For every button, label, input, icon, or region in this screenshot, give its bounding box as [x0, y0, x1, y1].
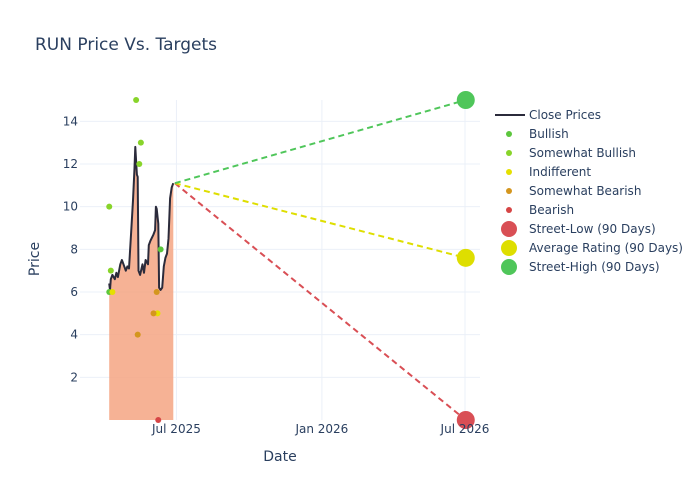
bullish-rating-point [157, 246, 164, 253]
somewhat-bearish-rating-point [150, 310, 157, 317]
y-tick-label: 8 [70, 242, 78, 256]
x-tick-label: Jul 2026 [440, 422, 490, 436]
legend-rating-swatch [506, 131, 512, 137]
indifferent-rating-point [109, 289, 116, 295]
legend-label: Average Rating (90 Days) [529, 241, 683, 255]
street-high-90-days-target-line [174, 99, 467, 185]
x-tick-label: Jan 2026 [294, 422, 348, 436]
bearish-rating-point [155, 417, 162, 423]
somewhat-bearish-rating-point [153, 289, 160, 295]
legend-label: Close Prices [529, 108, 601, 122]
legend-rating-swatch [506, 169, 512, 175]
y-tick-label: 6 [70, 285, 78, 299]
somewhat-bullish-rating-point [133, 97, 140, 103]
y-tick-label: 10 [63, 200, 78, 214]
tick-layer: 2 4 6 8 10 12 14 Jul 2025 Jan 2026 Jul 2026 [63, 114, 490, 436]
average-rating-90-days-target-line [174, 182, 467, 259]
legend-label: Bullish [529, 127, 569, 141]
street-low-target-marker [456, 411, 475, 429]
chart-title: RUN Price Vs. Targets [35, 35, 217, 55]
somewhat-bearish-rating-point [134, 331, 141, 338]
average-rating-target-marker [456, 248, 475, 267]
legend[interactable]: Close Prices Bullish Somewhat Bullish Indif… [495, 108, 683, 275]
plot-layer [106, 91, 475, 429]
somewhat-bullish-rating-point [107, 267, 114, 274]
legend-label: Somewhat Bullish [529, 146, 636, 160]
x-tick-label: Jul 2025 [151, 422, 201, 436]
legend-rating-swatch [506, 150, 512, 156]
legend-rating-swatch [506, 188, 512, 194]
x-axis-title: Date [263, 449, 296, 465]
legend-target-swatch [501, 240, 517, 256]
y-axis-title: Price [27, 242, 43, 276]
legend-target-swatch [501, 259, 517, 275]
y-tick-label: 2 [70, 370, 78, 384]
y-tick-label: 4 [70, 328, 78, 342]
legend-label: Street-Low (90 Days) [529, 222, 656, 236]
somewhat-bullish-rating-point [106, 203, 113, 210]
legend-label: Street-High (90 Days) [529, 260, 660, 274]
street-high-target-marker [456, 91, 475, 109]
somewhat-bullish-rating-point [136, 161, 143, 167]
y-tick-label: 14 [63, 114, 78, 128]
legend-target-swatch [501, 221, 517, 237]
somewhat-bullish-rating-point [137, 139, 144, 146]
legend-label: Bearish [529, 203, 574, 217]
y-tick-label: 12 [63, 157, 78, 171]
street-low-90-days-target-line [174, 182, 467, 421]
legend-label: Somewhat Bearish [529, 184, 641, 198]
legend-rating-swatch [506, 207, 512, 213]
close-price-line [108, 145, 175, 291]
legend-label: Indifferent [529, 165, 591, 179]
